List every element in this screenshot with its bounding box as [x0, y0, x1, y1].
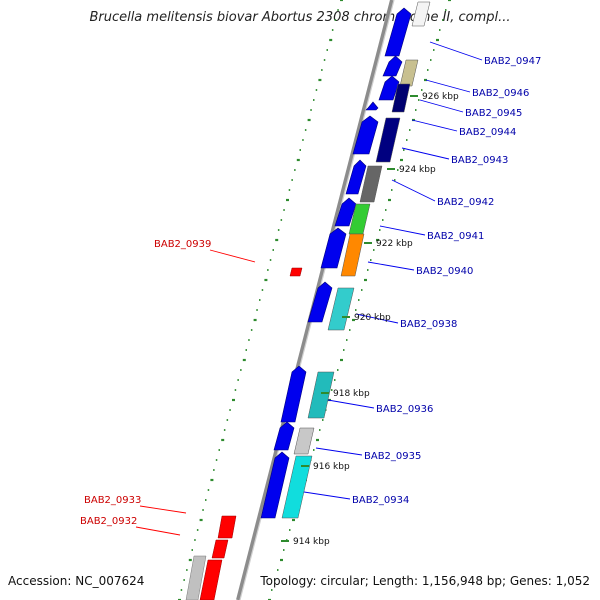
gene-block — [391, 83, 411, 113]
label-leader-line — [411, 119, 458, 132]
kbp-label: 920 kbp — [354, 313, 391, 323]
gene-arrow-reverse — [217, 515, 237, 539]
label-leader-line — [139, 505, 187, 514]
gene-label: BAB2_0934 — [352, 495, 409, 506]
label-leader-line — [327, 399, 375, 409]
gene-arrow — [378, 75, 400, 101]
kbp-label: 916 kbp — [313, 462, 350, 472]
gene-label: BAB2_0943 — [451, 155, 508, 166]
gene-arrow — [320, 227, 347, 269]
gene-block — [411, 1, 431, 27]
topology-label: Topology: circular; Length: 1,156,948 bp… — [260, 574, 590, 588]
gene-arrow-reverse — [211, 539, 229, 559]
gene-arrow — [352, 115, 379, 155]
gene-arrow — [280, 365, 307, 423]
label-leader-line — [315, 447, 363, 456]
gene-label-reverse: BAB2_0933 — [84, 495, 141, 506]
gene-label: BAB2_0936 — [376, 404, 433, 415]
kbp-label: 918 kbp — [333, 389, 370, 399]
gene-label: BAB2_0940 — [416, 266, 473, 277]
gene-block — [340, 233, 365, 277]
gene-arrow — [365, 101, 379, 111]
gene-label: BAB2_0947 — [484, 56, 541, 67]
gene-labels: BAB2_0947 BAB2_0946 BAB2_0945 BAB2_0944 BAB2… — [80, 41, 541, 536]
gene-block — [327, 287, 355, 331]
label-leader-line — [401, 147, 450, 160]
label-leader-line — [355, 313, 399, 324]
gene-block — [307, 371, 335, 419]
label-leader-line — [429, 41, 483, 61]
label-leader-line — [425, 79, 471, 93]
gene-label: BAB2_0946 — [472, 88, 529, 99]
tick-marks — [178, 0, 451, 600]
gene-label: BAB2_0935 — [364, 451, 421, 462]
label-leader-line — [209, 249, 256, 263]
gene-block — [375, 117, 401, 163]
gene-label: BAB2_0941 — [427, 231, 484, 242]
gene-label: BAB2_0942 — [437, 197, 494, 208]
label-leader-line — [367, 261, 415, 271]
gene-features — [185, 1, 431, 600]
label-leader-line — [135, 526, 181, 536]
label-leader-line — [379, 225, 426, 236]
gene-arrow — [260, 451, 290, 519]
gene-arrow — [307, 281, 333, 323]
gene-block — [293, 427, 315, 455]
gene-arrow-reverse — [199, 559, 223, 600]
gene-arrow — [384, 7, 412, 57]
gene-label: BAB2_0944 — [459, 127, 516, 138]
gene-label-reverse: BAB2_0932 — [80, 516, 137, 527]
gene-arrow — [273, 421, 295, 451]
label-leader-line — [303, 491, 351, 500]
label-leader-line — [419, 99, 464, 113]
gene-arrow — [334, 197, 357, 227]
kbp-label: 926 kbp — [422, 92, 459, 102]
kbp-labels: 926 kbp 924 kbp 922 kbp 920 kbp 918 kbp 916 k… — [281, 92, 459, 547]
gene-label: BAB2_0938 — [400, 319, 457, 330]
gene-block — [281, 455, 313, 519]
gene-label-reverse: BAB2_0939 — [154, 239, 211, 250]
gene-block — [185, 555, 207, 600]
gene-arrow-reverse — [289, 267, 303, 277]
kbp-label: 924 kbp — [399, 165, 436, 175]
label-leader-line — [391, 179, 436, 202]
gene-label: BAB2_0945 — [465, 108, 522, 119]
gene-arrow — [382, 55, 403, 77]
gene-block — [399, 59, 419, 87]
kbp-label: 914 kbp — [293, 537, 330, 547]
kbp-label: 922 kbp — [376, 239, 413, 249]
accession-label: Accession: NC_007624 — [8, 574, 145, 588]
gene-arrow — [345, 159, 367, 195]
gene-block — [359, 165, 383, 203]
